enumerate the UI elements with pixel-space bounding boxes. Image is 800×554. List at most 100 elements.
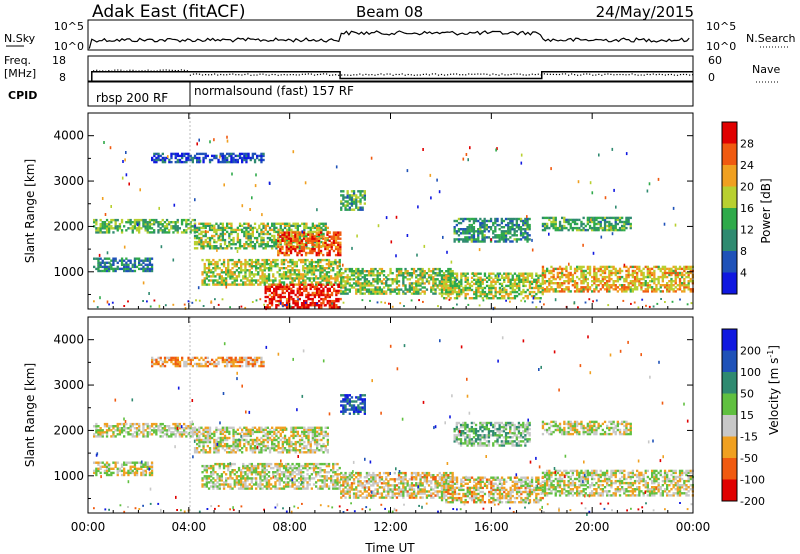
heatmap-cell [193,222,197,225]
heatmap-cell [608,277,611,281]
heatmap-cell [303,269,306,273]
heatmap-cell [249,434,252,438]
heatmap-cell [223,226,227,230]
heatmap-cell [138,422,141,426]
heatmap-cell [275,426,278,429]
heatmap-cell [591,228,594,232]
heatmap-cell [436,274,439,277]
heatmap-cell [528,228,531,231]
heatmap-cell [576,226,579,230]
heatmap-cell [236,442,239,446]
heatmap-cell [363,190,366,193]
heatmap-cell [616,286,619,289]
heatmap-cell [573,218,577,222]
heatmap-cell [266,440,269,444]
heatmap-cell [150,429,154,432]
heatmap-cell [603,216,607,220]
heatmap-cell [522,290,525,294]
heatmap-cell [355,202,358,205]
heatmap-cell [219,245,222,248]
heatmap-cell [300,277,303,280]
heatmap-cell [287,241,291,244]
heatmap-cell [434,288,437,291]
nave-point [341,74,343,76]
heatmap-cell [556,290,559,293]
heatmap-cell [479,276,482,279]
heatmap-cell [129,223,132,226]
nave-point [108,70,110,72]
heatmap-cell [214,262,217,266]
heatmap-cell [601,216,604,220]
heatmap-cell [333,287,336,291]
heatmap-cell [315,245,318,249]
heatmap-cell [479,294,482,298]
heatmap-cell [142,433,145,436]
heatmap-cell [465,153,468,156]
heatmap-cell [513,223,516,227]
heatmap-cell [678,273,682,277]
heatmap-cell [213,228,216,232]
heatmap-cell [515,286,519,290]
heatmap-cell [470,272,474,275]
heatmap-cell [129,267,132,271]
heatmap-cell [422,300,424,303]
heatmap-cell [367,290,371,293]
heatmap-cell [206,240,209,244]
nave-point [447,74,449,76]
heatmap-cell [155,431,158,434]
heatmap-cell [651,280,654,283]
heatmap-cell [157,229,160,232]
heatmap-cell [258,438,261,442]
heatmap-cell [374,280,377,283]
heatmap-cell [125,265,128,269]
heatmap-cell [552,277,555,281]
heatmap-cell [170,221,173,224]
heatmap-cell [406,278,409,281]
heatmap-cell [310,267,313,270]
heatmap-cell [655,284,658,287]
heatmap-cell [202,449,205,452]
heatmap-cell [661,275,664,279]
heatmap-cell [221,158,224,162]
heatmap-cell [279,438,282,442]
heatmap-cell [228,436,231,440]
heatmap-cell [135,221,139,224]
heatmap-cell [263,279,266,282]
heatmap-cell [242,277,245,280]
heatmap-cell [272,258,275,262]
heatmap-cell [129,261,132,264]
heatmap-cell [215,228,218,232]
heatmap-cell [522,219,525,223]
heatmap-cell [275,230,278,234]
heatmap-cell [97,261,100,264]
heatmap-cell [546,222,549,226]
heatmap-cell [494,240,497,243]
heatmap-cell [326,245,329,249]
heatmap-cell [548,226,551,230]
heatmap-cell [319,265,322,268]
heatmap-cell [504,238,508,241]
heatmap-cell [509,228,512,231]
heatmap-cell [571,220,574,224]
heatmap-cell [103,231,107,234]
nave-point [498,74,500,76]
heatmap-cell [558,290,562,293]
heatmap-cell [241,436,244,440]
heatmap-cell [573,267,577,271]
heatmap-cell [140,218,143,222]
heatmap-cell [105,225,109,228]
heatmap-cell [655,290,658,293]
heatmap-cell [285,273,288,276]
heatmap-cell [296,224,299,227]
heatmap-cell [312,303,315,306]
heatmap-cell [328,253,331,257]
heatmap-cell [402,278,405,281]
heatmap-cell [260,154,263,158]
heatmap-cell [462,238,465,241]
heatmap-cell [213,438,216,442]
heatmap-cell [685,271,688,275]
heatmap-cell [494,290,497,294]
heatmap-cell [189,221,192,224]
heatmap-cell [282,275,286,278]
heatmap-cell [600,235,603,239]
